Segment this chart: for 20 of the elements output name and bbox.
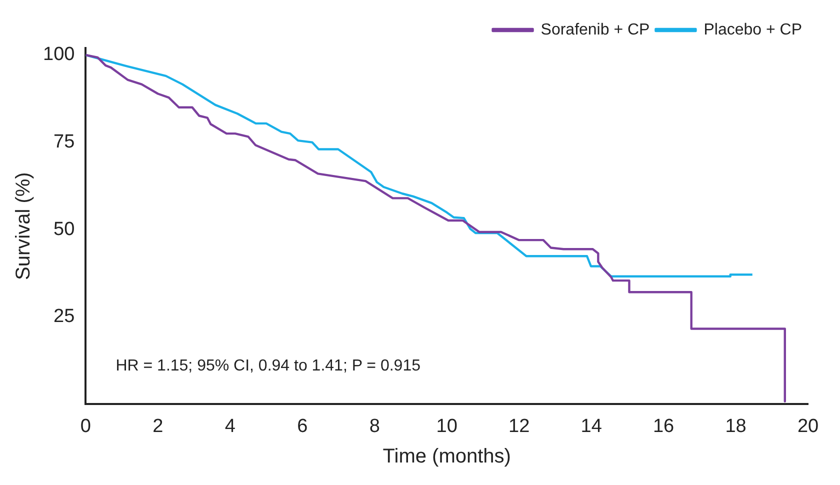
x-tick-label: 20 [797,416,819,437]
legend-label: Placebo + CP [704,21,802,38]
x-tick-label: 14 [580,416,602,437]
y-axis-title: Survival (%) [12,172,35,280]
x-tick-label: 10 [436,416,458,437]
y-tick-label: 50 [54,218,75,240]
x-tick-label: 8 [369,416,380,437]
x-tick-label: 18 [725,416,746,437]
x-tick-label: 0 [80,416,91,437]
x-tick-label: 16 [652,416,674,437]
x-tick-label: 4 [224,416,236,437]
legend-label: Sorafenib + CP [540,21,650,38]
x-tick-label: 2 [152,416,164,437]
x-tick-label: 12 [508,416,530,437]
x-axis-title: Time (months) [382,446,511,468]
y-tick-label: 25 [54,306,75,328]
x-tick-label: 6 [297,416,308,437]
y-tick-label: 100 [43,44,75,66]
annotation: HR = 1.15; 95% CI, 0.94 to 1.41; P = 0.915 [116,358,421,375]
y-tick-label: 75 [54,132,75,153]
